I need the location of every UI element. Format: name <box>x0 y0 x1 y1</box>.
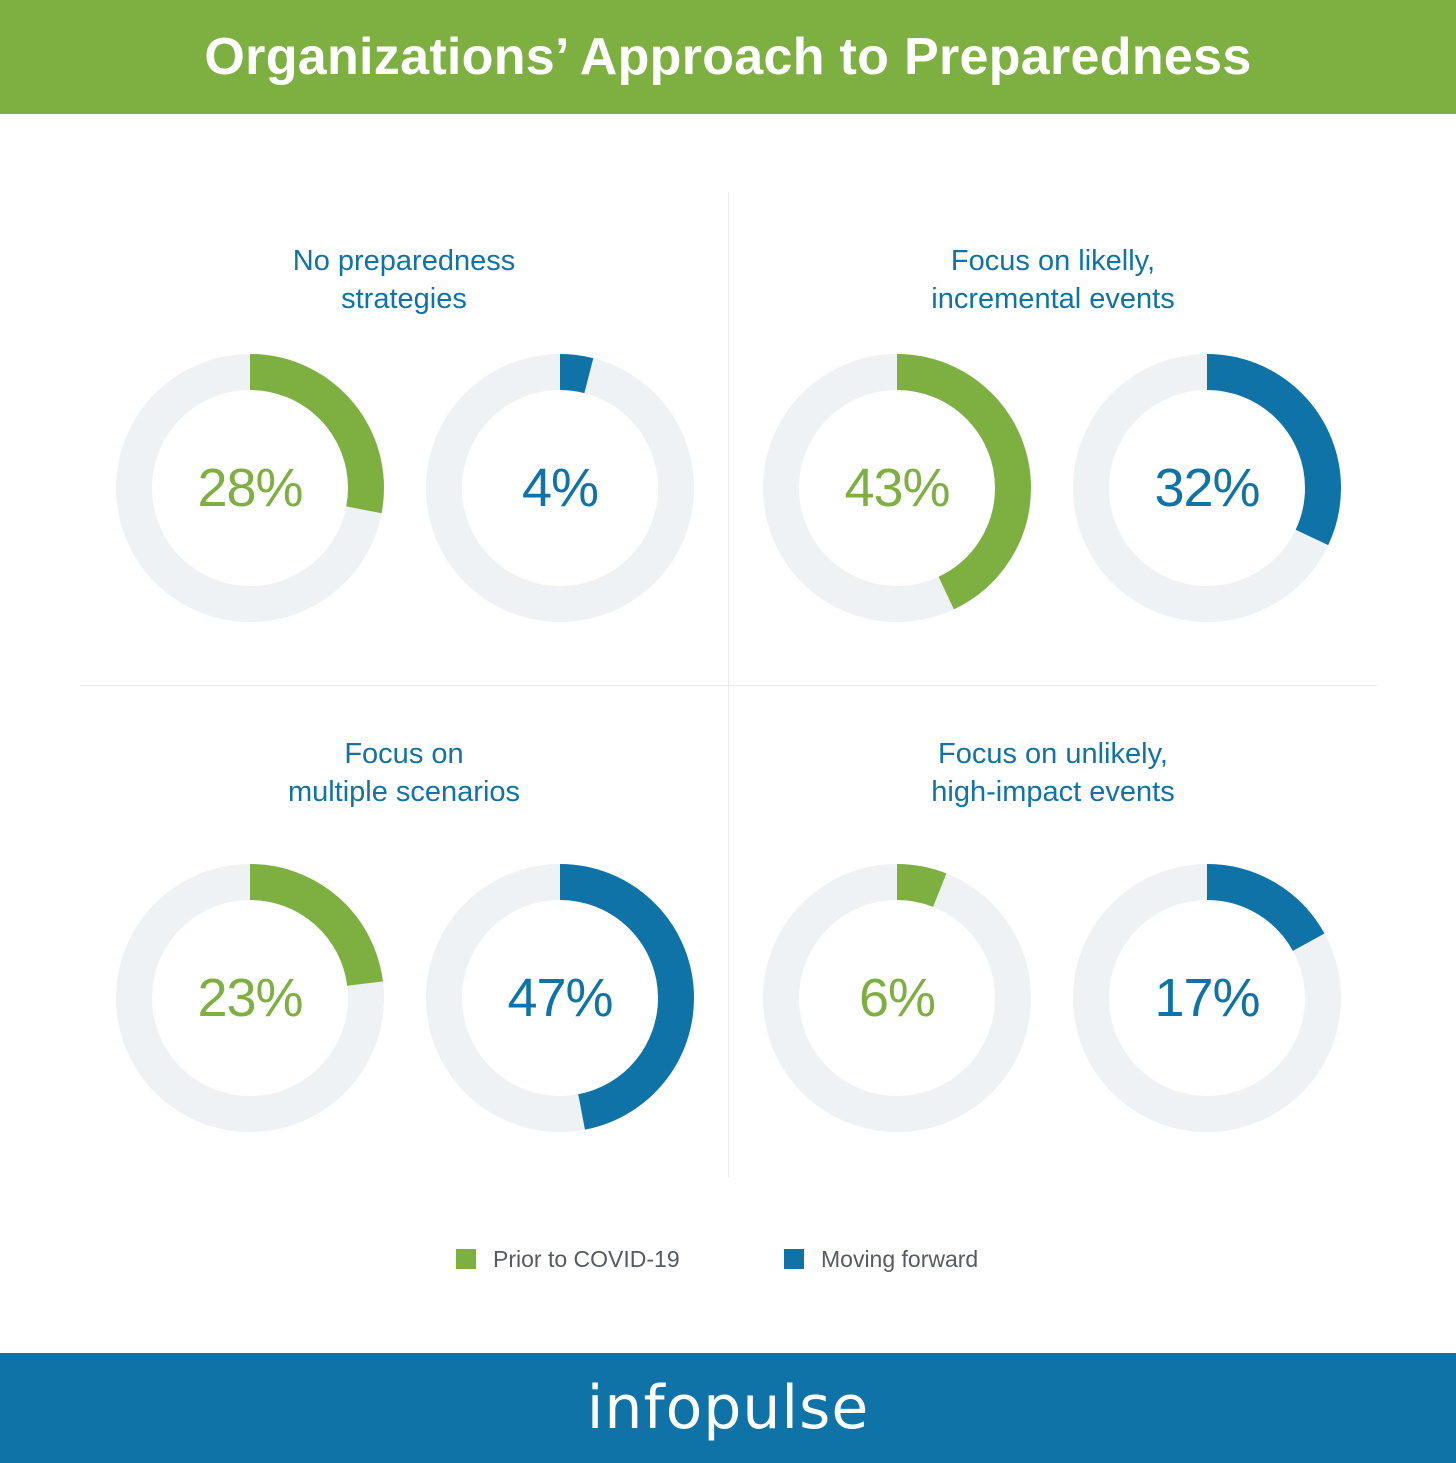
panel-title: Focus on unlikely, high-impact events <box>931 738 1175 808</box>
donut-prior: 23% <box>110 858 390 1138</box>
donut-arc <box>426 864 694 1132</box>
donut-value-label: 6% <box>858 968 936 1028</box>
donut-arc <box>763 354 1031 622</box>
legend-item-prior: Prior to COVID-19 <box>456 1244 680 1274</box>
panel-no-preparedness: No preparedness strategies 28% 4% <box>80 192 728 682</box>
legend: Prior to COVID-19 Moving forward <box>0 1244 1456 1274</box>
donut-prior: 43% <box>757 348 1037 628</box>
donut-value-label: 23% <box>197 968 303 1028</box>
donut-forward: 47% <box>420 858 700 1138</box>
donut-value-label: 32% <box>1154 458 1260 518</box>
brand-logo: infopulse <box>586 1373 870 1443</box>
donut-value-label: 17% <box>1154 968 1260 1028</box>
legend-item-forward: Moving forward <box>784 1244 978 1274</box>
donut-arc <box>116 354 384 622</box>
panel-unlikely-high-impact: Focus on unlikely, high-impact events 6%… <box>729 685 1377 1175</box>
donut-forward: 4% <box>420 348 700 628</box>
legend-label-forward: Moving forward <box>821 1245 979 1272</box>
panel-likely-incremental: Focus on likelly, incremental events 43%… <box>729 192 1377 682</box>
donut-value-label: 43% <box>844 458 950 518</box>
legend-swatch-forward <box>784 1249 804 1269</box>
horizontal-divider <box>80 685 1377 686</box>
donut-value-label: 4% <box>521 458 599 518</box>
panel-title: Focus on multiple scenarios <box>287 738 521 808</box>
panel-title: Focus on likelly, incremental events <box>931 245 1175 315</box>
donut-value-label: 28% <box>197 458 303 518</box>
donut-arc <box>763 864 1031 1132</box>
footer-bar: infopulse <box>0 1353 1456 1463</box>
donut-forward: 32% <box>1067 348 1347 628</box>
donut-arc <box>1073 864 1341 1132</box>
donut-arc <box>1073 354 1341 622</box>
donut-arc <box>116 864 384 1132</box>
donut-value-label: 47% <box>507 968 613 1028</box>
page-title: Organizations’ Approach to Preparedness <box>204 28 1252 86</box>
donut-prior: 6% <box>757 858 1037 1138</box>
header-bar: Organizations’ Approach to Preparedness <box>0 0 1456 114</box>
donut-forward: 17% <box>1067 858 1347 1138</box>
panel-multiple-scenarios: Focus on multiple scenarios 23% 47% <box>80 685 728 1175</box>
legend-label-prior: Prior to COVID-19 <box>493 1245 680 1272</box>
donut-arc <box>426 354 694 622</box>
legend-swatch-prior <box>456 1249 476 1269</box>
donut-prior: 28% <box>110 348 390 628</box>
vertical-divider <box>728 192 729 1177</box>
panel-title: No preparedness strategies <box>292 245 516 315</box>
